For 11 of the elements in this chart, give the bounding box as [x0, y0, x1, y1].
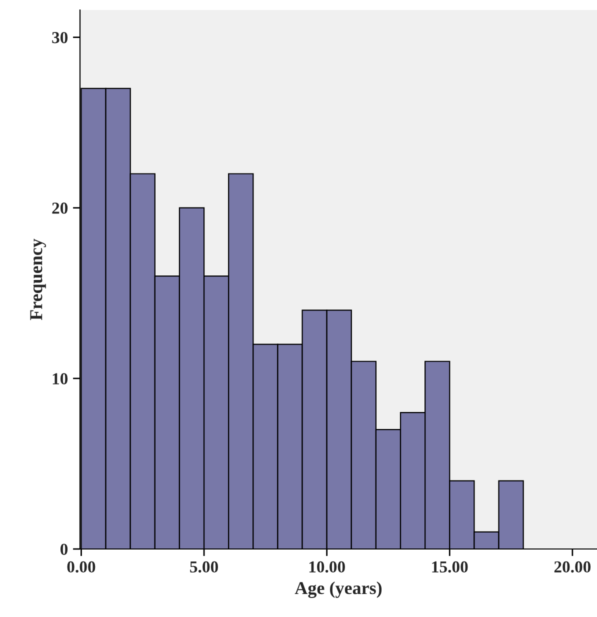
x-tick-label: 0.00 [67, 561, 96, 573]
x-axis-title: Age (years) [294, 581, 382, 598]
y-tick-label: 0 [60, 544, 68, 555]
x-tick-label: 10.00 [309, 561, 345, 573]
x-tick-label: 15.00 [432, 561, 468, 573]
x-tick-label: 5.00 [190, 561, 218, 573]
y-tick-label: 20 [52, 202, 68, 214]
y-tick-label: 10 [52, 373, 68, 384]
y-axis-title: Frequency [30, 238, 46, 320]
y-tick-label: 30 [52, 32, 68, 44]
x-tick-label: 20.00 [554, 561, 591, 573]
